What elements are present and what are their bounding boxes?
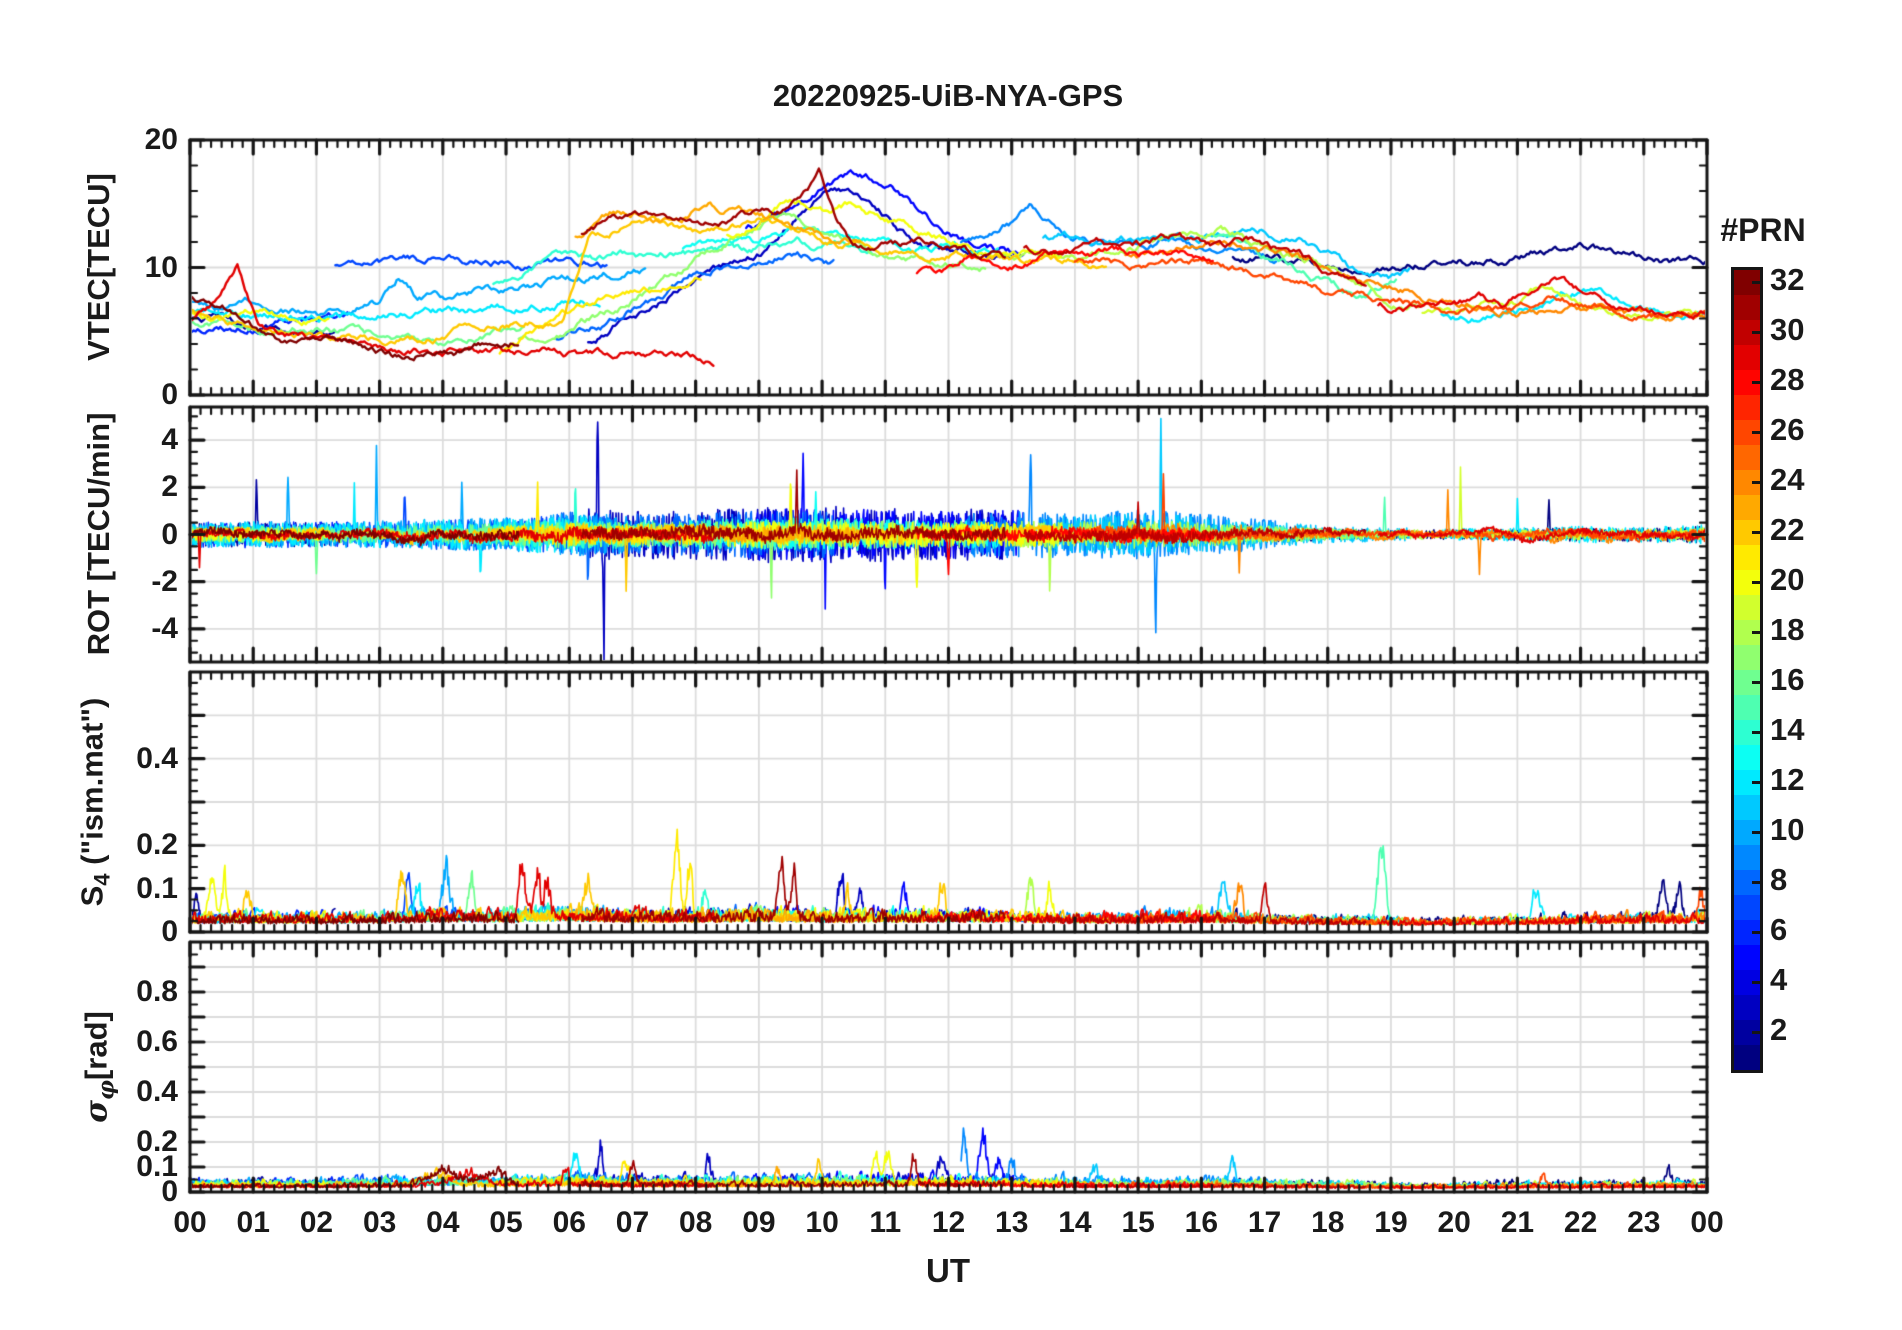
y-tick-label: 10 — [144, 250, 178, 284]
x-tick-label: 18 — [1311, 1206, 1345, 1239]
colorbar-block — [1734, 695, 1760, 720]
colorbar-tick-label: 6 — [1770, 911, 1788, 947]
colorbar-tick-label: 28 — [1770, 361, 1805, 397]
x-tick-label: 04 — [426, 1206, 460, 1239]
colorbar-block — [1734, 345, 1760, 370]
x-tick-label: 09 — [742, 1206, 776, 1239]
x-tick-label: 16 — [1184, 1206, 1219, 1239]
colorbar-tick-label: 30 — [1770, 311, 1805, 347]
y-tick-label: 4 — [161, 423, 178, 457]
y-tick-label: 0.4 — [136, 1075, 178, 1108]
y-tick-label: 0.4 — [136, 741, 178, 775]
y-tick-label: 20 — [144, 123, 178, 156]
x-tick-label: 01 — [236, 1206, 270, 1239]
colorbar-tick — [1752, 831, 1760, 834]
y-tick-label: 0 — [161, 1175, 178, 1208]
colorbar-tick — [1752, 431, 1760, 434]
y-tick-label: 0 — [161, 517, 178, 551]
colorbar-block — [1734, 895, 1760, 920]
colorbar-block — [1734, 395, 1760, 420]
x-tick-label: 03 — [362, 1206, 397, 1239]
colorbar-tick-label: 4 — [1770, 961, 1788, 997]
y-tick-label: -4 — [151, 611, 178, 645]
x-tick-label: 06 — [552, 1206, 586, 1239]
colorbar-tick — [1752, 1031, 1760, 1034]
colorbar-block — [1734, 545, 1760, 570]
colorbar-block — [1734, 945, 1760, 970]
colorbar-tick — [1752, 331, 1760, 334]
x-tick-label: 07 — [615, 1206, 650, 1239]
colorbar-tick — [1752, 681, 1760, 684]
colorbar-block — [1734, 445, 1760, 470]
colorbar-block — [1734, 795, 1760, 820]
colorbar-tick — [1752, 781, 1760, 784]
colorbar-tick-label: 14 — [1770, 711, 1805, 747]
x-tick-label: 00 — [173, 1206, 207, 1239]
colorbar-tick-label: 20 — [1770, 561, 1805, 597]
x-tick-label: 21 — [1500, 1206, 1535, 1239]
colorbar-title: #PRN — [1720, 212, 1806, 248]
y-tick-label: 0.1 — [136, 1150, 178, 1183]
x-tick-label: 22 — [1563, 1206, 1598, 1239]
y-tick-label: -2 — [151, 564, 178, 598]
colorbar-tick — [1752, 881, 1760, 884]
x-tick-label: 19 — [1374, 1206, 1408, 1239]
x-tick-label: 20 — [1437, 1206, 1471, 1239]
colorbar-tick-label: 22 — [1770, 511, 1805, 547]
chart-title: 20220925-UiB-NYA-GPS — [772, 78, 1124, 113]
colorbar-block — [1734, 745, 1760, 770]
y-tick-label: 0.1 — [136, 871, 178, 905]
colorbar-tick-label: 2 — [1770, 1011, 1788, 1047]
x-tick-label: 05 — [489, 1206, 523, 1239]
colorbar-tick-label: 8 — [1770, 861, 1788, 897]
colorbar-block — [1734, 845, 1760, 870]
colorbar-block — [1734, 295, 1760, 320]
y-tick-label: 0 — [161, 915, 178, 948]
colorbar-block — [1734, 645, 1760, 670]
colorbar-tick-label: 16 — [1770, 661, 1805, 697]
x-axis-label: UT — [926, 1252, 970, 1289]
x-tick-label: 02 — [299, 1206, 334, 1239]
y-tick-label: 0.2 — [136, 1125, 178, 1158]
x-tick-label: 17 — [1247, 1206, 1282, 1239]
colorbar-block — [1734, 495, 1760, 520]
colorbar-tick — [1752, 381, 1760, 384]
y-tick-label: 0.2 — [136, 828, 178, 862]
colorbar-tick — [1752, 531, 1760, 534]
x-tick-label: 15 — [1121, 1206, 1155, 1239]
colorbar-tick — [1752, 281, 1760, 284]
colorbar-block — [1734, 595, 1760, 620]
x-tick-label: 08 — [678, 1206, 713, 1239]
colorbar-tick — [1752, 731, 1760, 734]
colorbar-tick-label: 18 — [1770, 611, 1805, 647]
x-tick-label: 14 — [1058, 1206, 1092, 1239]
x-tick-label: 11 — [869, 1206, 902, 1239]
y-tick-label: 2 — [161, 470, 178, 504]
colorbar-tick-label: 10 — [1770, 811, 1805, 847]
colorbar-tick — [1752, 931, 1760, 934]
x-tick-label: 13 — [995, 1206, 1029, 1239]
colorbar-tick — [1752, 481, 1760, 484]
colorbar — [1731, 267, 1763, 1073]
colorbar-block — [1734, 1045, 1760, 1070]
y-tick-label: 0 — [161, 378, 178, 411]
y-tick-label: 0.6 — [136, 1025, 178, 1058]
x-tick-label: 00 — [1690, 1206, 1724, 1239]
colorbar-tick — [1752, 581, 1760, 584]
colorbar-block — [1734, 995, 1760, 1020]
colorbar-tick-label: 32 — [1770, 261, 1805, 297]
colorbar-tick — [1752, 981, 1760, 984]
x-tick-label: 23 — [1627, 1206, 1661, 1239]
y-tick-label: 0.8 — [136, 975, 178, 1008]
x-tick-label: 10 — [805, 1206, 839, 1239]
colorbar-tick — [1752, 631, 1760, 634]
colorbar-tick-label: 26 — [1770, 411, 1805, 447]
colorbar-tick-label: 12 — [1770, 761, 1805, 797]
x-tick-label: 12 — [931, 1206, 966, 1239]
colorbar-tick-label: 24 — [1770, 461, 1805, 497]
